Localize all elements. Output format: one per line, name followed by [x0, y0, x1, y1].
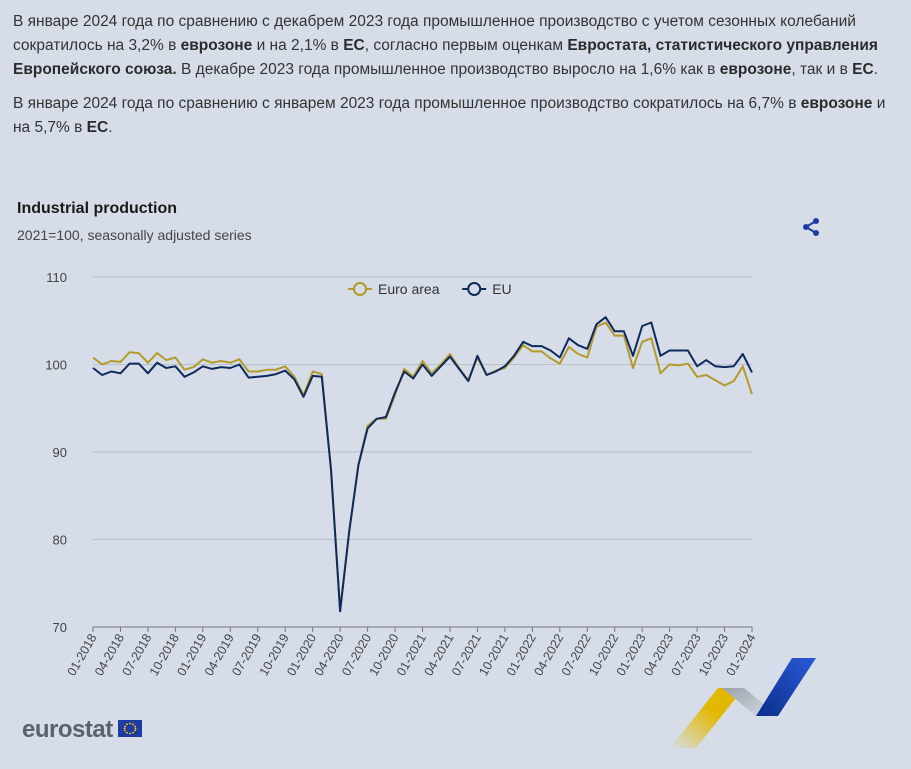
text-run: . — [873, 61, 878, 78]
text-run: и на 2,1% в — [252, 37, 344, 54]
legend-label: EU — [492, 281, 511, 297]
article-text: В январе 2024 года по сравнению с декабр… — [13, 10, 893, 150]
bold-run: еврозоне — [719, 61, 792, 78]
line-chart: 70 80 90 100 110 01-201804-201807-201810-201… — [45, 270, 759, 678]
text-run: и на 5,7% в — [13, 95, 886, 136]
bold-run: ЕС — [343, 37, 365, 54]
legend-marker — [467, 282, 482, 296]
text-run: В декабре 2023 года промышленное произво… — [176, 61, 720, 78]
share-icon[interactable] — [800, 216, 822, 238]
chart-title: Industrial production — [17, 200, 177, 217]
bold-run: ЕС — [86, 119, 109, 136]
legend: Euro area EU — [348, 281, 512, 297]
text-run: . — [108, 119, 113, 136]
series — [92, 316, 753, 613]
legend-label: Euro area — [378, 281, 440, 297]
x-axis: 01-201804-201807-201810-201801-201904-20… — [65, 626, 759, 678]
paragraph-1: В январе 2024 года по сравнению с декабр… — [13, 10, 893, 82]
text-run: , согласно первым оценкам — [364, 37, 568, 54]
text-run: В январе 2024 года по сравнению с декабр… — [13, 13, 856, 54]
decorative-stripes — [670, 658, 816, 748]
series-line-eu — [92, 316, 753, 613]
series-line-euro-area — [92, 321, 753, 611]
y-axis: 70 80 90 100 110 — [45, 270, 67, 635]
text-run: , так и в — [791, 61, 853, 78]
text-run: В январе 2024 года по сравнению с январе… — [13, 95, 801, 112]
bold-run: еврозоне — [800, 95, 873, 112]
y-tick-label: 90 — [53, 445, 67, 460]
eurostat-logo: eurostat — [22, 716, 113, 743]
y-tick-label: 100 — [45, 358, 67, 373]
legend-marker — [353, 282, 367, 296]
bold-run: Евростата, статистического управления Ев… — [13, 37, 878, 78]
paragraph-2: В январе 2024 года по сравнению с январе… — [13, 92, 893, 140]
y-tick-label: 110 — [46, 270, 67, 285]
bold-run: ЕС — [852, 61, 874, 78]
y-tick-label: 70 — [53, 620, 67, 635]
eu-flag-icon — [118, 720, 142, 737]
bold-run: еврозоне — [180, 37, 253, 54]
y-tick-label: 80 — [53, 533, 67, 548]
chart-subtitle: 2021=100, seasonally adjusted series — [17, 227, 252, 243]
